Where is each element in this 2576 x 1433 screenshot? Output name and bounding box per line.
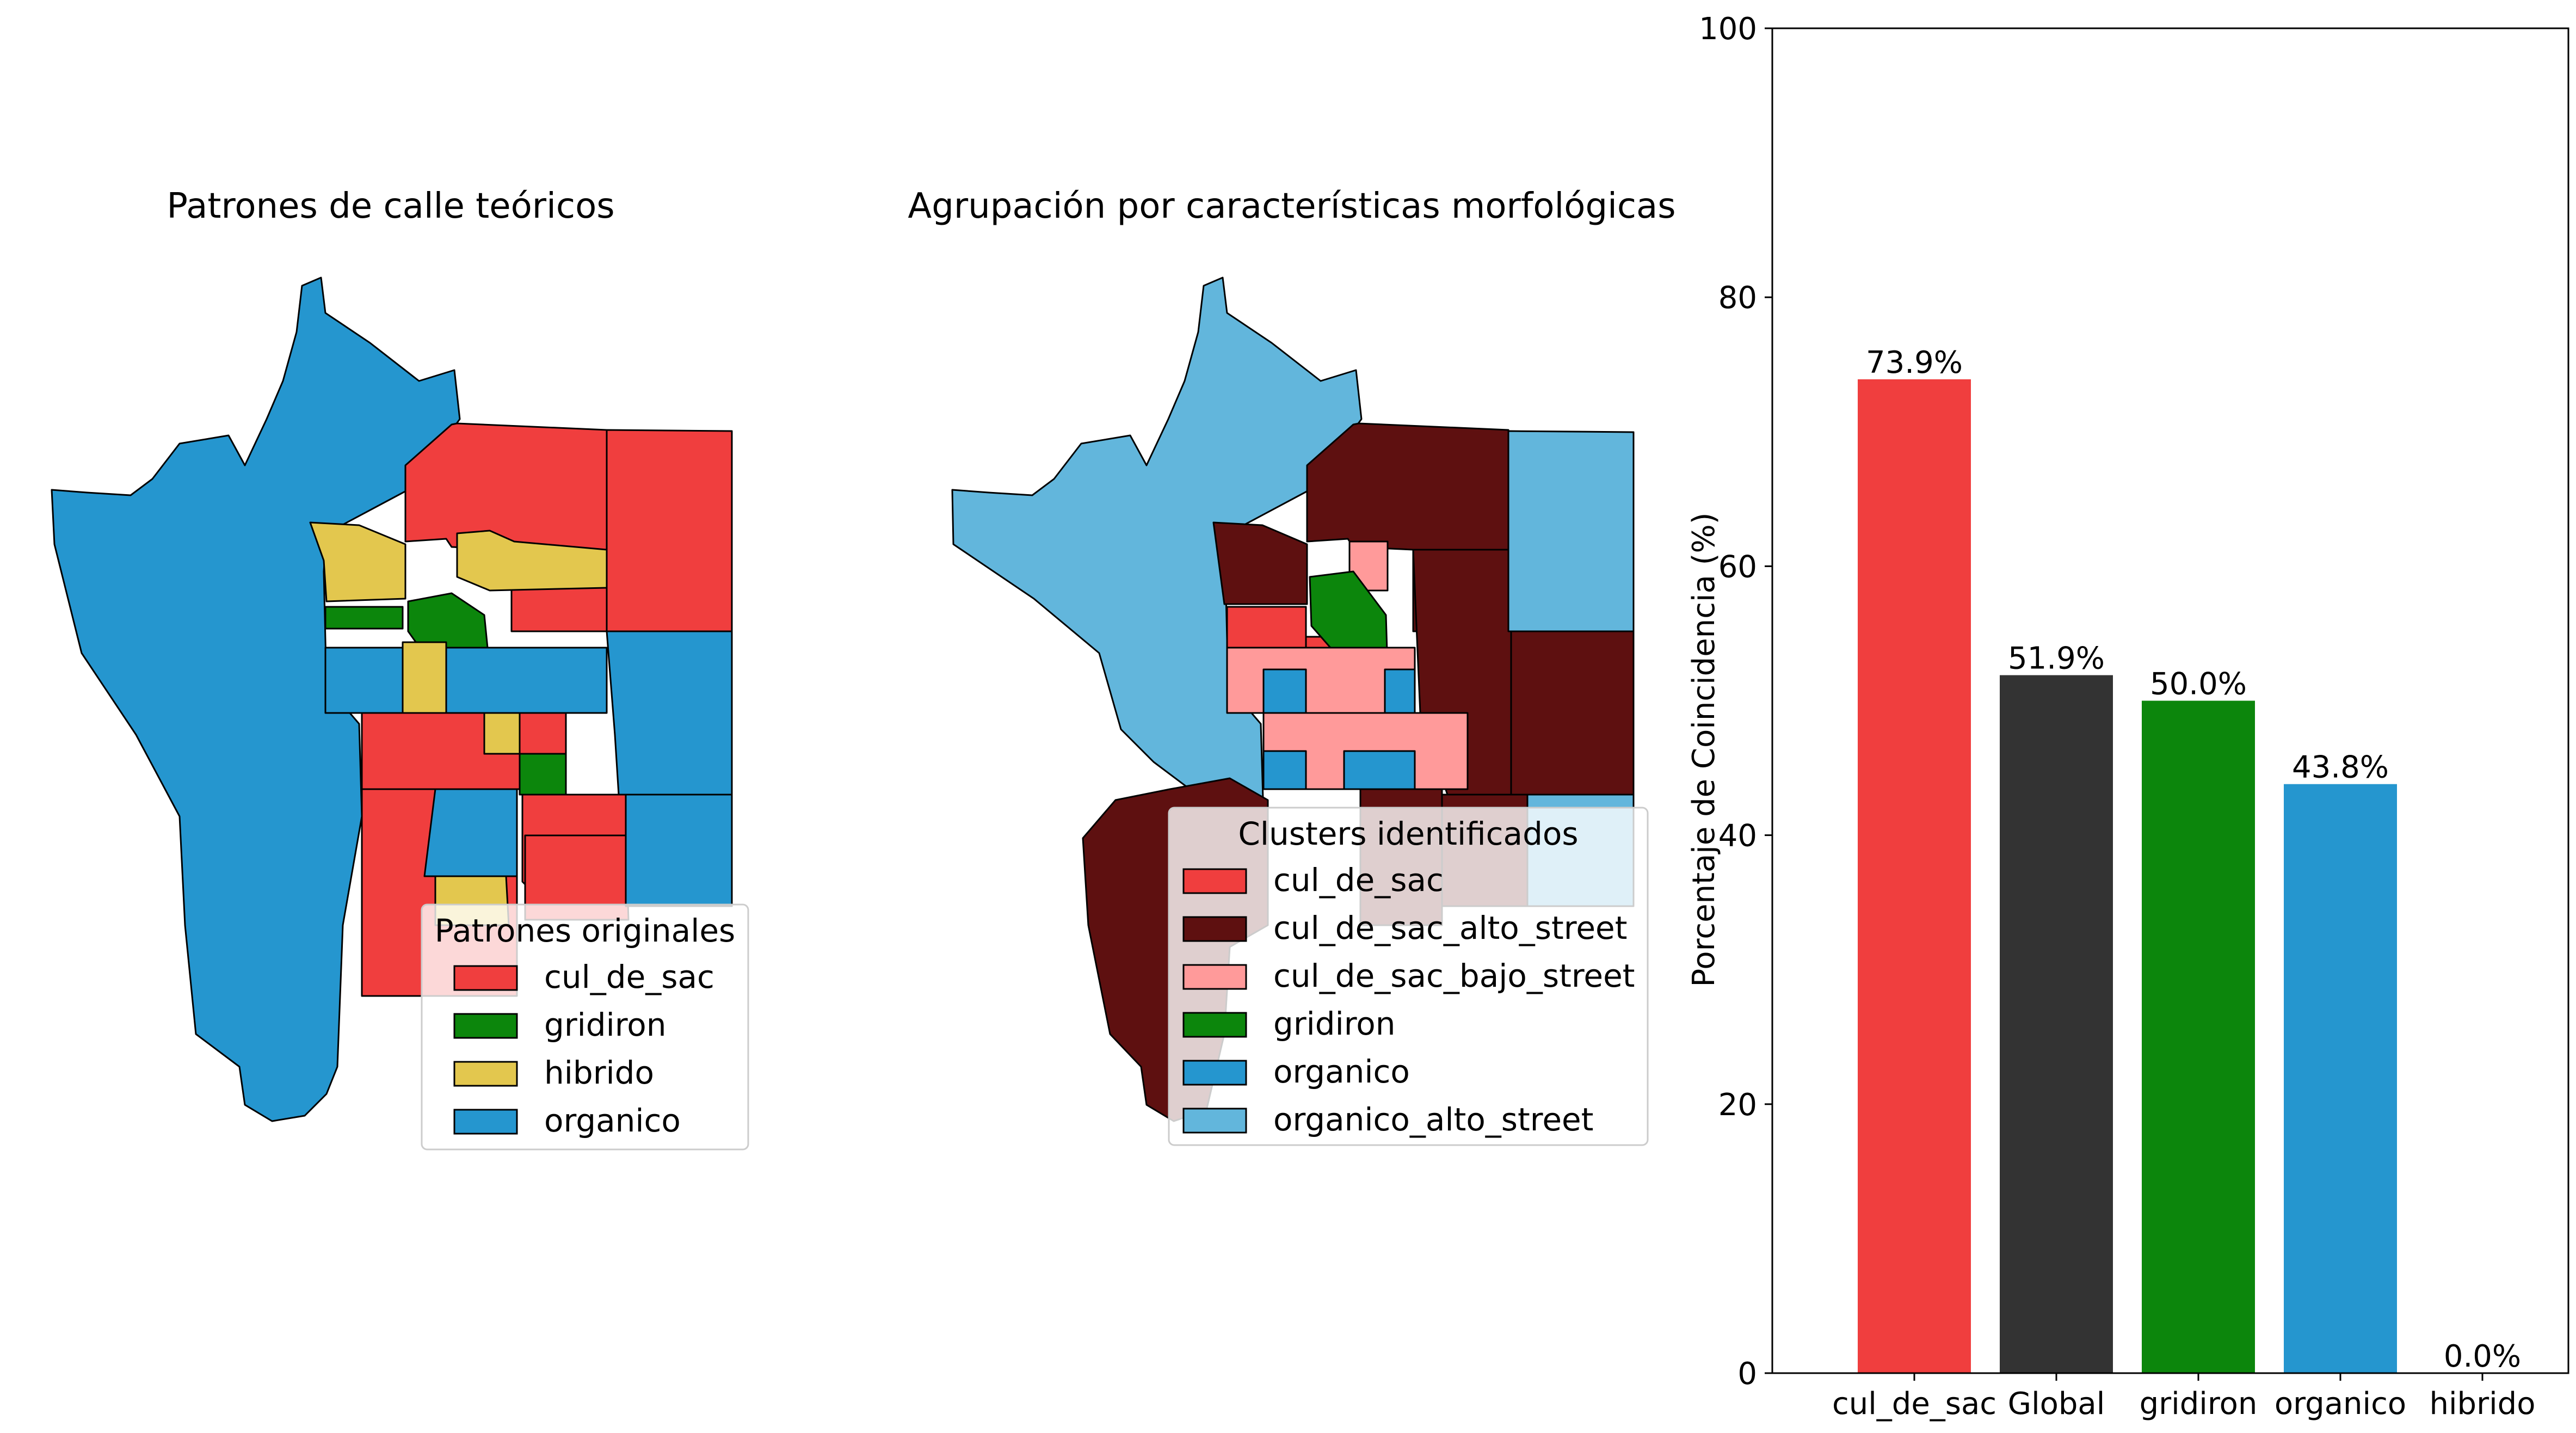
x-tick-label: hibrido	[2430, 1386, 2536, 1422]
y-tick-label: 100	[1699, 11, 1757, 47]
map1-title: Patrones de calle teóricos	[167, 186, 614, 226]
map1-legend-swatch-hibrido	[453, 1061, 518, 1087]
map-panel-clusters: Agrupación por características morfológi…	[908, 186, 1676, 1146]
map1-legend: Patrones originales cul_de_sac gridiron hi…	[421, 903, 749, 1151]
map1-legend-swatch-organico	[453, 1109, 518, 1135]
map2-legend: Clusters identificados cul_de_sac cul_de_…	[1168, 807, 1649, 1146]
bar-gridiron	[2142, 700, 2255, 1373]
bar-chart-axes	[1771, 27, 2569, 1374]
map2-legend-swatch-cul-de-sac-alto-street	[1182, 916, 1247, 942]
y-axis-label: Porcentaje de Coincidencia (%)	[1686, 512, 1722, 987]
map2-legend-label-gridiron: gridiron	[1273, 1005, 1396, 1042]
x-tick-label: cul_de_sac	[1832, 1386, 1996, 1422]
map1-legend-label-organico: organico	[544, 1102, 681, 1139]
bar-value-label: 0.0%	[2444, 1339, 2521, 1374]
y-tick-label: 0	[1737, 1356, 1757, 1392]
y-tick-label: 80	[1718, 280, 1757, 316]
bar-value-label: 51.9%	[2008, 641, 2105, 676]
map1-legend-label-cul-de-sac: cul_de_sac	[544, 958, 714, 995]
map2-legend-label-cul-de-sac-alto-street: cul_de_sac_alto_street	[1273, 909, 1627, 946]
y-tick-label: 40	[1718, 819, 1757, 854]
y-tick-label: 20	[1718, 1087, 1757, 1123]
map2-legend-label-organico-alto-street: organico_alto_street	[1273, 1101, 1593, 1138]
map2-title: Agrupación por características morfológi…	[908, 186, 1675, 226]
map2-legend-swatch-gridiron	[1182, 1012, 1247, 1038]
bar-global	[2000, 675, 2113, 1373]
bar-value-label: 43.8%	[2292, 750, 2389, 785]
map2-legend-label-cul-de-sac-bajo-street: cul_de_sac_bajo_street	[1273, 957, 1635, 994]
map1-legend-title: Patrones originales	[435, 912, 736, 949]
bar-value-label: 73.9%	[1866, 345, 1963, 380]
x-tick-label: organico	[2275, 1386, 2406, 1422]
y-tick-label: 60	[1718, 549, 1757, 585]
x-tick-label: gridiron	[2140, 1386, 2258, 1422]
bar-cul-de-sac	[1858, 379, 1971, 1373]
bar-organico	[2284, 784, 2397, 1373]
map2-legend-title: Clusters identificados	[1238, 815, 1578, 852]
map1-legend-label-hibrido: hibrido	[544, 1054, 654, 1091]
map2-legend-swatch-organico-alto-street	[1182, 1108, 1247, 1134]
bar-value-label: 50.0%	[2150, 667, 2247, 702]
bar-chart: 73.9% 51.9% 50.0% 43.8% 0.0% cul_de_sac Globa…	[1686, 11, 2569, 1422]
map2-legend-swatch-cul-de-sac	[1182, 868, 1247, 894]
x-tick-label: Global	[2008, 1386, 2105, 1422]
map2-legend-swatch-cul-de-sac-bajo-street	[1182, 964, 1247, 990]
map-panel-original: Patrones de calle teóricos	[51, 186, 749, 1151]
map2-legend-label-cul-de-sac: cul_de_sac	[1273, 862, 1444, 899]
map1-legend-swatch-cul-de-sac	[453, 965, 518, 991]
map2-legend-swatch-organico	[1182, 1060, 1247, 1086]
map1-legend-label-gridiron: gridiron	[544, 1006, 667, 1043]
map2-legend-label-organico: organico	[1273, 1053, 1410, 1090]
map1-legend-swatch-gridiron	[453, 1013, 518, 1039]
map1-polygons	[51, 276, 733, 1122]
map2-legend-frame	[1168, 807, 1649, 1146]
